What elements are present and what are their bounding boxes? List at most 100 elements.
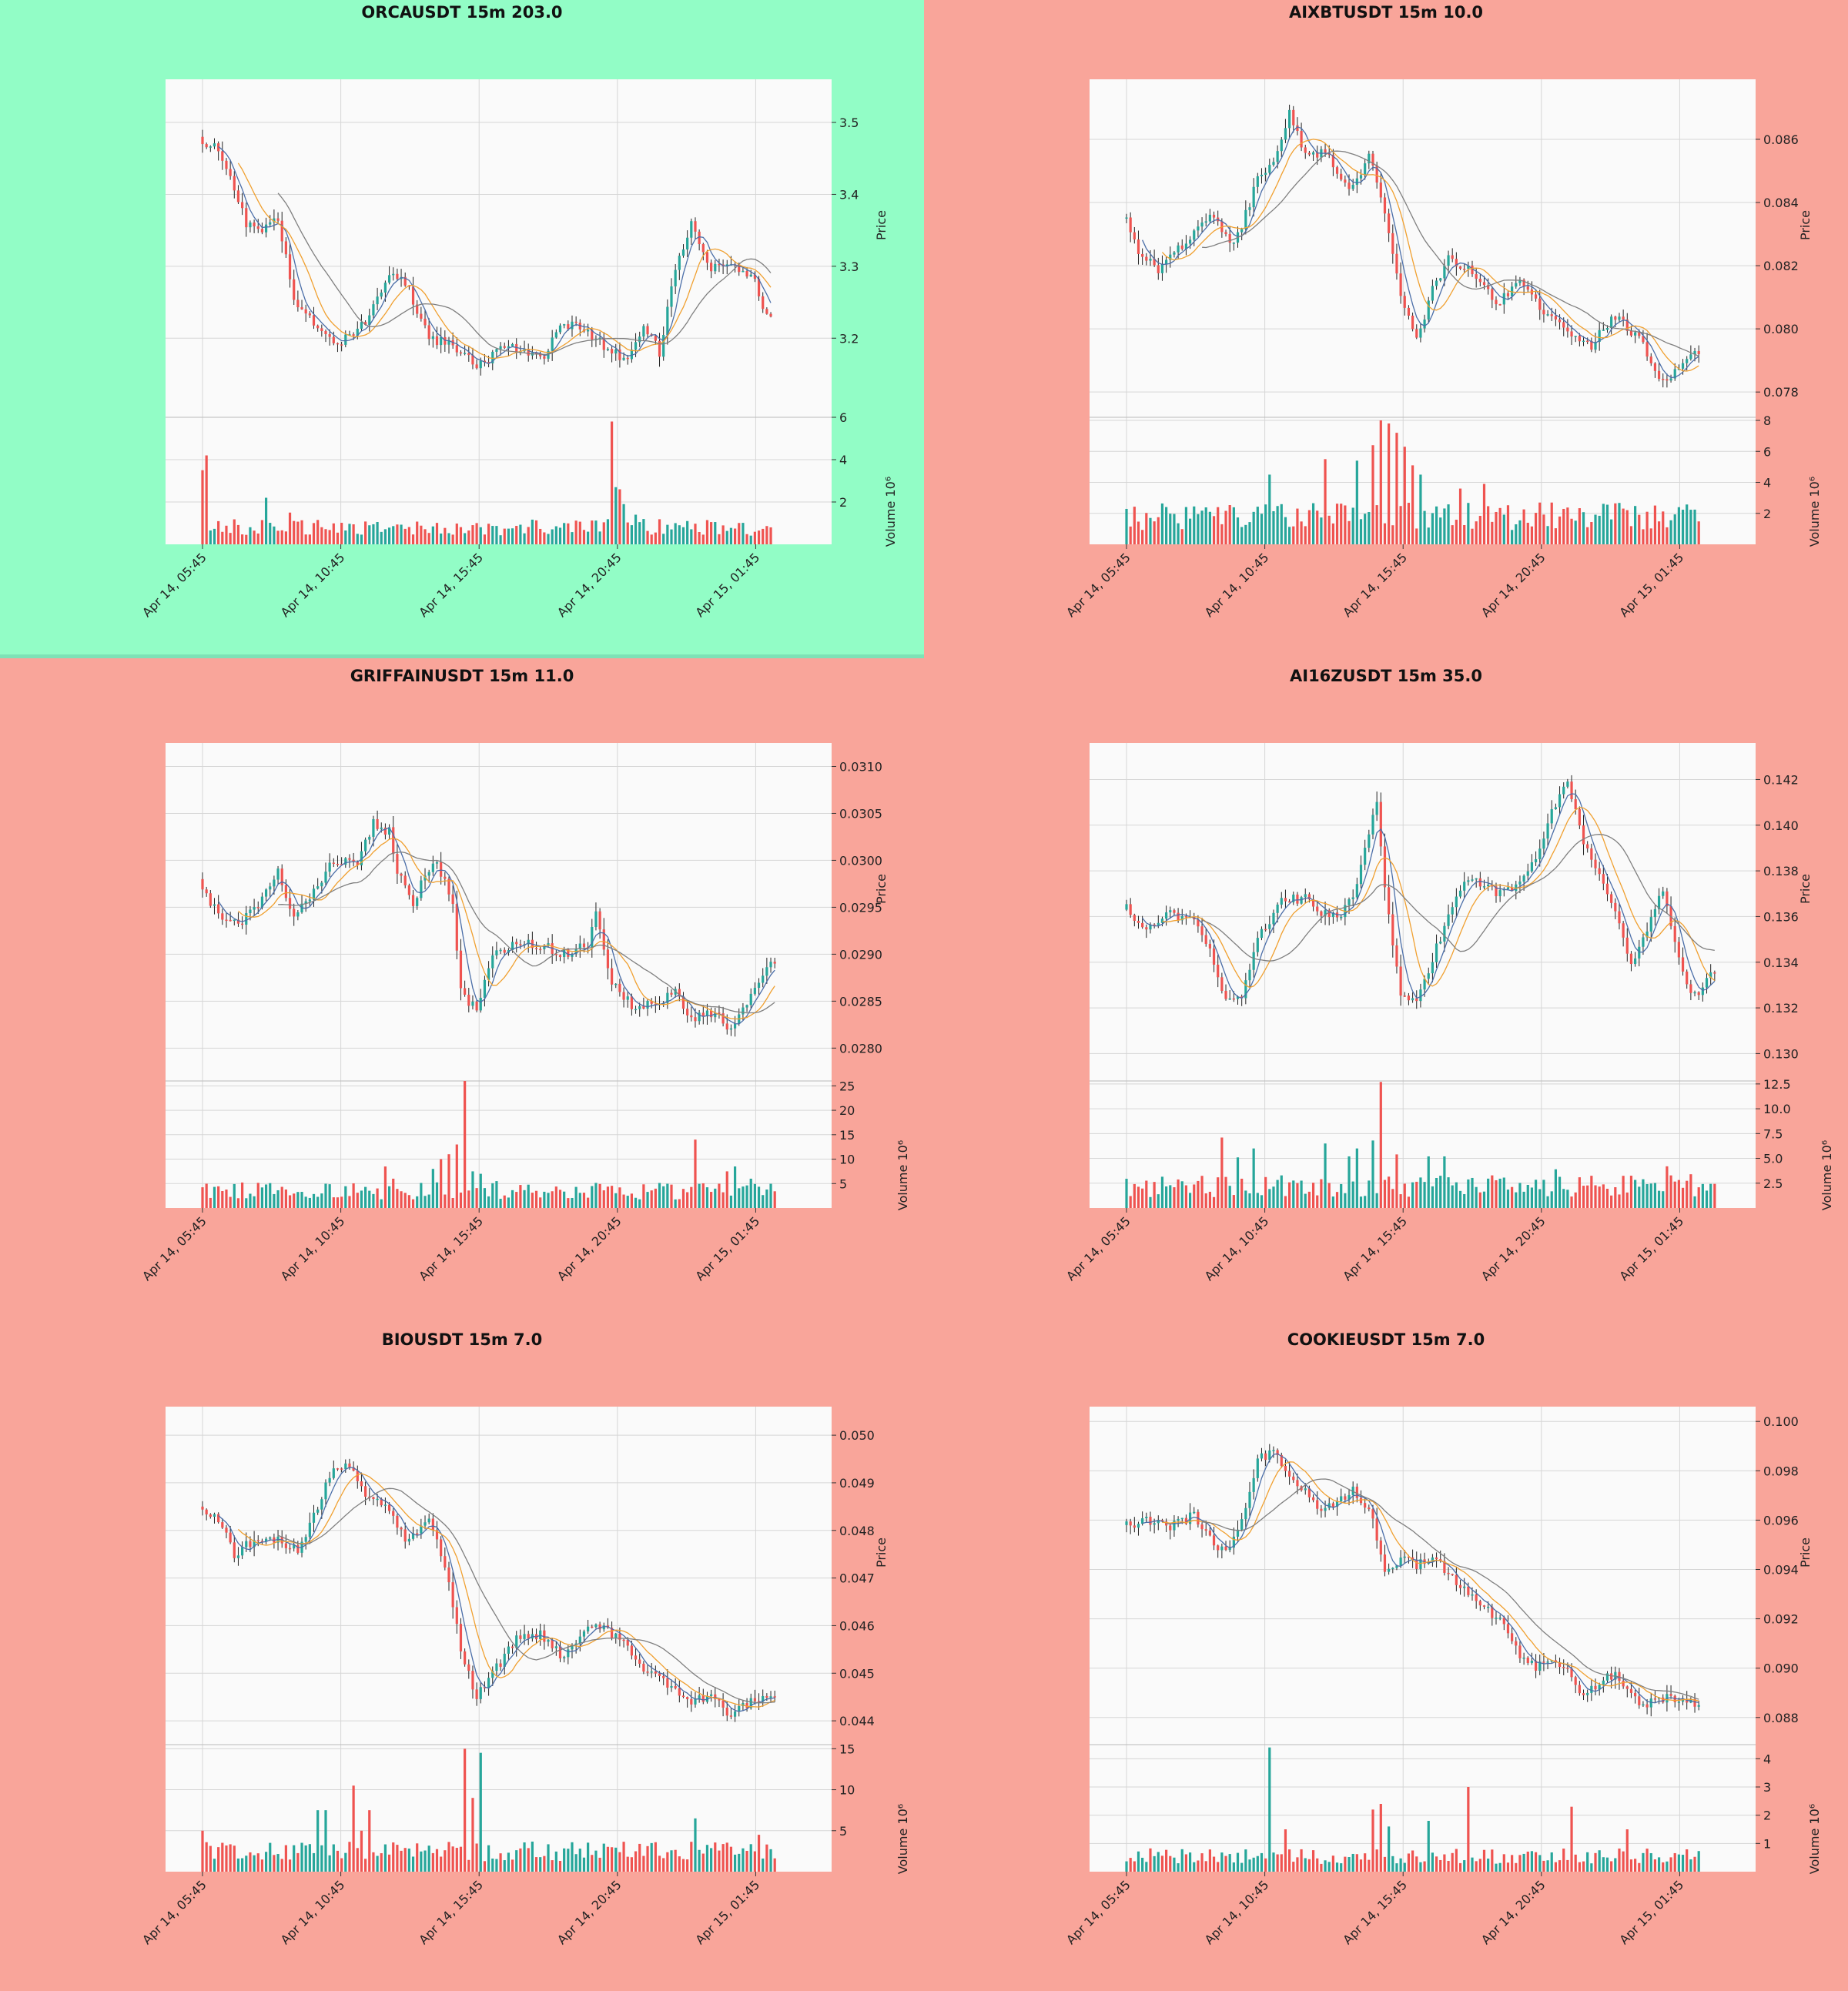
candle-body — [459, 352, 463, 354]
candle-body — [479, 998, 482, 1011]
candle-body — [762, 975, 765, 983]
candle-body — [1419, 328, 1422, 338]
volume-bar — [674, 1849, 677, 1872]
candle-body — [1197, 919, 1200, 927]
volume-bar — [654, 1842, 657, 1872]
volume-bar — [1554, 528, 1557, 544]
chart-title: AIXBTUSDT 15m 10.0 — [1288, 3, 1484, 22]
candle-body — [1625, 937, 1629, 954]
candle-body — [444, 876, 447, 879]
candle-body — [1288, 901, 1291, 903]
candle-body — [316, 325, 320, 329]
volume-bar — [694, 524, 697, 544]
candle-body — [1344, 1496, 1347, 1500]
volume-bar — [1649, 1852, 1652, 1872]
volume-bar — [1232, 1195, 1235, 1208]
candle-body — [745, 1703, 748, 1708]
volume-bar — [256, 1853, 259, 1872]
volume-bar — [1463, 525, 1466, 544]
volume-bar — [280, 1859, 283, 1872]
x-tick-label: Apr 14, 15:45 — [416, 1213, 486, 1283]
volume-bar — [392, 526, 395, 544]
volume-bar — [435, 1849, 439, 1872]
volume-bar — [312, 523, 316, 544]
price-tick-label: 0.078 — [1763, 385, 1799, 400]
volume-bar — [1673, 1181, 1676, 1208]
candle-body — [1137, 239, 1140, 254]
volume-bar — [1594, 1852, 1597, 1872]
candle-body — [1491, 1606, 1494, 1618]
volume-bar — [571, 1197, 574, 1208]
candle-body — [253, 223, 256, 227]
volume-bar — [1427, 1821, 1430, 1872]
candle-body — [372, 1497, 375, 1499]
candle-body — [1570, 781, 1573, 800]
volume-bar — [1662, 1862, 1665, 1872]
candle-body — [1574, 336, 1577, 337]
candle-body — [1169, 1525, 1172, 1531]
candle-body — [464, 1651, 467, 1665]
volume-bar — [681, 527, 685, 544]
price-tick-label: 0.044 — [839, 1714, 875, 1728]
volume-bar — [1458, 1862, 1462, 1872]
candle-body — [368, 836, 371, 840]
candle-body — [1669, 378, 1672, 381]
x-tick-label: Apr 14, 05:45 — [139, 1877, 209, 1947]
volume-bar — [396, 1845, 399, 1872]
volume-bar — [447, 1842, 450, 1872]
x-tick-label: Apr 15, 01:45 — [692, 1213, 762, 1283]
candle-body — [1697, 1705, 1700, 1707]
candle-body — [1252, 186, 1255, 208]
volume-bar — [701, 534, 705, 544]
candle-body — [403, 1529, 407, 1542]
volume-bar — [618, 1187, 621, 1208]
volume-bar — [733, 528, 737, 544]
candle-body — [1550, 809, 1553, 824]
candle-body — [591, 927, 594, 949]
candle-body — [594, 1624, 598, 1628]
volume-bar — [721, 1844, 725, 1872]
candle-body — [1558, 794, 1562, 808]
candle-body — [634, 342, 638, 350]
candle-body — [1677, 942, 1680, 958]
volume-bar — [245, 1198, 248, 1208]
volume-bar — [1344, 1856, 1347, 1872]
candle-body — [447, 878, 450, 895]
candle-body — [674, 269, 677, 286]
volume-bar — [1614, 503, 1617, 544]
candle-body — [503, 1653, 506, 1667]
candle-body — [499, 346, 502, 350]
candle-body — [1582, 825, 1585, 845]
candle-body — [710, 1694, 713, 1696]
candle-body — [591, 330, 594, 340]
volume-bar — [1673, 514, 1676, 544]
volume-bar — [1586, 527, 1589, 544]
candle-body — [1232, 1536, 1235, 1548]
volume-bar — [1701, 1183, 1704, 1208]
candle-body — [1340, 173, 1343, 180]
candle-body — [1228, 998, 1231, 1000]
volume-bar — [455, 1144, 458, 1208]
candle-body — [654, 336, 657, 341]
volume-bar — [1125, 1179, 1128, 1208]
candle-body — [1451, 255, 1454, 259]
volume-bar — [1419, 1177, 1422, 1208]
candle-body — [1280, 1454, 1283, 1466]
candle-body — [1439, 278, 1442, 281]
candle-body — [1388, 213, 1391, 233]
volume-bar — [1220, 1137, 1224, 1208]
price-tick-label: 0.048 — [839, 1524, 875, 1538]
candle-body — [380, 292, 383, 297]
volume-bar — [1391, 1189, 1394, 1208]
candle-body — [662, 335, 665, 357]
volume-bar — [1197, 1180, 1200, 1208]
volume-bar — [324, 1810, 327, 1872]
candle-body — [253, 907, 256, 910]
volume-bar — [762, 1858, 765, 1872]
volume-bar — [300, 520, 303, 544]
candle-body — [411, 286, 415, 305]
candle-body — [360, 851, 363, 865]
volume-bar — [591, 1186, 594, 1208]
candle-body — [217, 1514, 220, 1523]
volume-bar — [1379, 1804, 1382, 1872]
